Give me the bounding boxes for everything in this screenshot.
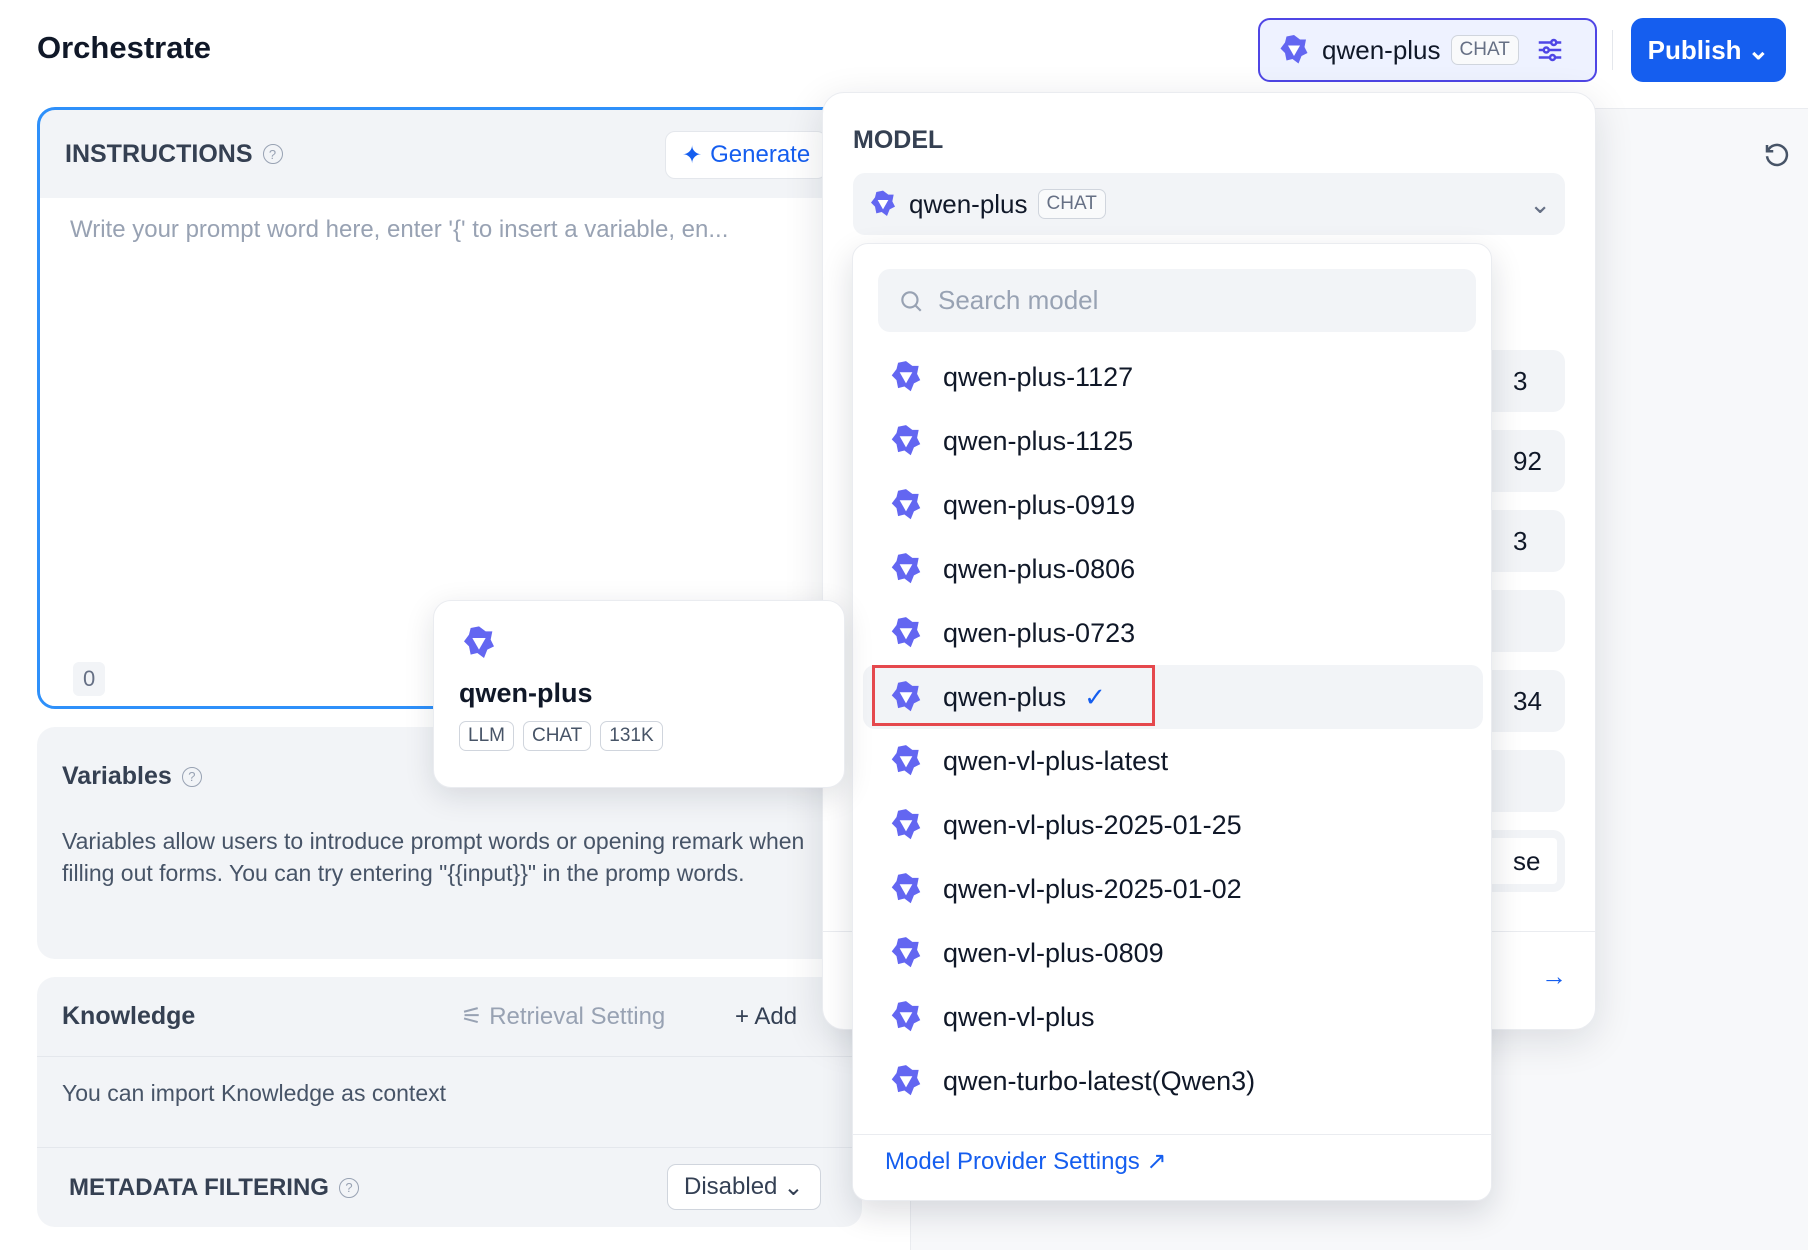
qwen-logo-icon xyxy=(891,1001,921,1032)
model-option-label: qwen-plus-0806 xyxy=(943,553,1136,584)
qwen-logo-icon xyxy=(891,1065,921,1096)
model-provider-settings-link[interactable]: Model Provider Settings ↗ xyxy=(853,1134,1491,1200)
qwen-logo-icon xyxy=(891,489,921,520)
instructions-title: INSTRUCTIONS xyxy=(65,139,253,168)
qwen-logo-icon xyxy=(891,745,921,776)
knowledge-panel: Knowledge ⚟ Retrieval Setting + Add You … xyxy=(37,977,862,1227)
qwen-logo-icon xyxy=(464,626,494,658)
model-select[interactable]: qwen-plus CHAT ⌄ xyxy=(853,173,1565,235)
model-label: MODEL xyxy=(853,126,944,154)
model-option-label: qwen-turbo-latest(Qwen3) xyxy=(943,1065,1256,1096)
qwen-logo-icon xyxy=(1280,35,1308,64)
tooltip-model-name: qwen-plus xyxy=(459,678,593,708)
qwen-logo-icon xyxy=(891,809,921,840)
model-mode-badge: CHAT xyxy=(1450,35,1519,65)
add-label: Add xyxy=(754,1002,798,1030)
model-option[interactable]: qwen-vl-plus-0809 xyxy=(863,921,1483,985)
model-option[interactable]: qwen-vl-plus xyxy=(863,985,1483,1049)
sparkle-icon: ✦ xyxy=(682,141,703,169)
highlight-box xyxy=(872,665,1155,726)
retrieval-label: Retrieval Setting xyxy=(489,1003,666,1030)
model-info-tooltip: qwen-plus LLM CHAT 131K xyxy=(433,600,845,788)
search-model-input[interactable]: Search model xyxy=(878,269,1476,332)
tag-context: 131K xyxy=(600,721,663,751)
model-selector-button[interactable]: qwen-plus CHAT xyxy=(1258,18,1597,82)
qwen-logo-icon xyxy=(891,617,921,648)
qwen-logo-icon xyxy=(891,681,921,712)
model-option[interactable]: qwen-vl-plus-2025-01-02 xyxy=(863,857,1483,921)
model-option-label: qwen-plus-0919 xyxy=(943,489,1136,520)
add-knowledge-button[interactable]: + Add xyxy=(735,1003,797,1031)
generate-button[interactable]: ✦ Generate xyxy=(665,131,828,179)
qwen-logo-icon xyxy=(891,425,921,456)
check-icon: ✓ xyxy=(1084,681,1106,712)
model-option-label: qwen-plus-1125 xyxy=(943,425,1134,456)
selected-model-name: qwen-plus xyxy=(909,188,1028,219)
arrow-right-icon[interactable]: → xyxy=(1541,961,1567,991)
knowledge-description: You can import Knowledge as context xyxy=(62,1080,447,1106)
model-name: qwen-plus xyxy=(1322,34,1441,65)
page-title: Orchestrate xyxy=(37,30,212,65)
settings-sliders-icon[interactable] xyxy=(1535,35,1565,65)
model-option[interactable]: qwen-turbo-latest(Qwen3) xyxy=(863,1049,1483,1105)
qwen-logo-icon xyxy=(891,361,921,392)
model-option[interactable]: qwen-plus-1125 xyxy=(863,409,1483,473)
search-icon xyxy=(901,290,922,312)
reset-icon[interactable] xyxy=(1762,140,1792,170)
help-icon[interactable]: ? xyxy=(262,144,283,164)
publish-button[interactable]: Publish ⌄ xyxy=(1631,18,1786,82)
model-option[interactable]: qwen-vl-plus-latest xyxy=(863,729,1483,793)
prompt-placeholder: Write your prompt word here, enter '{' t… xyxy=(70,216,729,243)
metadata-filtering-title: METADATA FILTERING xyxy=(69,1173,329,1201)
model-option[interactable]: qwen-plus-0723 xyxy=(863,601,1483,665)
variables-title: Variables xyxy=(62,762,172,790)
variables-description: Variables allow users to introduce promp… xyxy=(62,828,805,886)
qwen-logo-icon xyxy=(891,873,921,904)
model-option-label: qwen-vl-plus-0809 xyxy=(943,937,1164,968)
plus-icon: + xyxy=(735,1002,755,1030)
model-option[interactable]: qwen-plus-0919 xyxy=(863,473,1483,537)
model-option-label: qwen-plus xyxy=(943,681,1067,712)
model-mode-badge: CHAT xyxy=(1037,189,1106,219)
model-option[interactable]: qwen-plus-1127 xyxy=(863,345,1483,409)
tag-mode: CHAT xyxy=(522,721,592,751)
qwen-logo-icon xyxy=(871,190,895,216)
qwen-logo-icon xyxy=(891,553,921,584)
model-option-label: qwen-vl-plus-2025-01-25 xyxy=(943,809,1242,840)
model-option[interactable]: qwen-vl-plus-2025-01-25 xyxy=(863,793,1483,857)
metadata-filter-select[interactable]: Disabled ⌄ xyxy=(667,1164,821,1210)
model-options: qwen-plus-1127 qwen-plus-1125 qwen-plus-09… xyxy=(863,345,1483,1105)
qwen-logo-icon xyxy=(891,937,921,968)
retrieval-setting-button[interactable]: ⚟ Retrieval Setting xyxy=(461,1002,665,1031)
search-placeholder: Search model xyxy=(938,285,1099,315)
help-icon[interactable]: ? xyxy=(181,766,202,787)
model-option-label: qwen-vl-plus xyxy=(943,1001,1095,1032)
model-option-label: qwen-plus-1127 xyxy=(943,361,1134,392)
knowledge-title: Knowledge xyxy=(62,1002,196,1030)
model-option-label: qwen-vl-plus-latest xyxy=(943,745,1169,776)
model-option[interactable]: qwen-plus ✓ xyxy=(863,665,1483,729)
chevron-down-icon: ⌄ xyxy=(1529,188,1551,219)
publish-label: Publish xyxy=(1647,34,1742,65)
model-dropdown-list: Search model qwen-plus-1127 qwen-plus-112… xyxy=(852,243,1492,1201)
model-option[interactable]: qwen-plus-0806 xyxy=(863,537,1483,601)
footer-link-label: Model Provider Settings xyxy=(885,1148,1140,1175)
generate-label: Generate xyxy=(710,141,811,168)
sliders-icon: ⚟ xyxy=(461,1003,490,1030)
model-option-label: qwen-plus-0723 xyxy=(943,617,1136,648)
tag-type: LLM xyxy=(459,721,514,751)
help-icon[interactable]: ? xyxy=(338,1177,359,1198)
chevron-down-icon: ⌄ xyxy=(1747,34,1770,65)
metadata-filter-value: Disabled xyxy=(684,1173,778,1200)
chevron-down-icon: ⌄ xyxy=(783,1173,804,1201)
external-link-icon: ↗ xyxy=(1146,1148,1167,1175)
divider xyxy=(1612,30,1613,70)
char-count: 0 xyxy=(73,662,106,696)
model-option-label: qwen-vl-plus-2025-01-02 xyxy=(943,873,1242,904)
